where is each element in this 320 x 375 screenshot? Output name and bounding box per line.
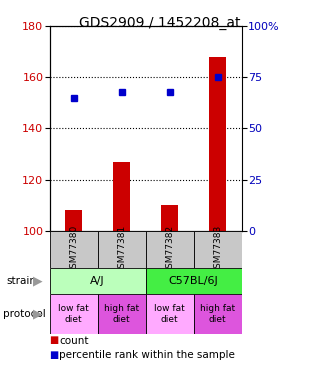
Text: low fat
diet: low fat diet xyxy=(58,304,89,324)
Text: GSM77381: GSM77381 xyxy=(117,225,126,274)
Bar xyxy=(146,231,194,268)
Text: high fat
diet: high fat diet xyxy=(200,304,235,324)
Text: count: count xyxy=(59,336,89,345)
Bar xyxy=(161,205,178,231)
Bar xyxy=(209,57,226,231)
Text: GSM77380: GSM77380 xyxy=(69,225,78,274)
Bar xyxy=(146,294,194,334)
Text: percentile rank within the sample: percentile rank within the sample xyxy=(59,350,235,360)
Bar xyxy=(98,294,146,334)
Bar xyxy=(50,268,146,294)
Text: high fat
diet: high fat diet xyxy=(104,304,139,324)
Bar xyxy=(194,231,242,268)
Bar xyxy=(50,231,98,268)
Bar xyxy=(50,294,98,334)
Text: A/J: A/J xyxy=(90,276,105,286)
Text: protocol: protocol xyxy=(3,309,46,319)
Bar xyxy=(65,210,82,231)
Text: low fat
diet: low fat diet xyxy=(154,304,185,324)
Bar xyxy=(146,268,242,294)
Text: GSM77382: GSM77382 xyxy=(165,225,174,274)
Text: ▶: ▶ xyxy=(33,308,43,321)
Text: ■: ■ xyxy=(50,336,59,345)
Text: ▶: ▶ xyxy=(33,275,43,288)
Text: GDS2909 / 1452208_at: GDS2909 / 1452208_at xyxy=(79,16,241,30)
Bar xyxy=(194,294,242,334)
Text: strain: strain xyxy=(6,276,36,286)
Bar xyxy=(113,162,130,231)
Bar xyxy=(98,231,146,268)
Text: C57BL/6J: C57BL/6J xyxy=(169,276,219,286)
Text: GSM77383: GSM77383 xyxy=(213,225,222,274)
Text: ■: ■ xyxy=(50,350,59,360)
